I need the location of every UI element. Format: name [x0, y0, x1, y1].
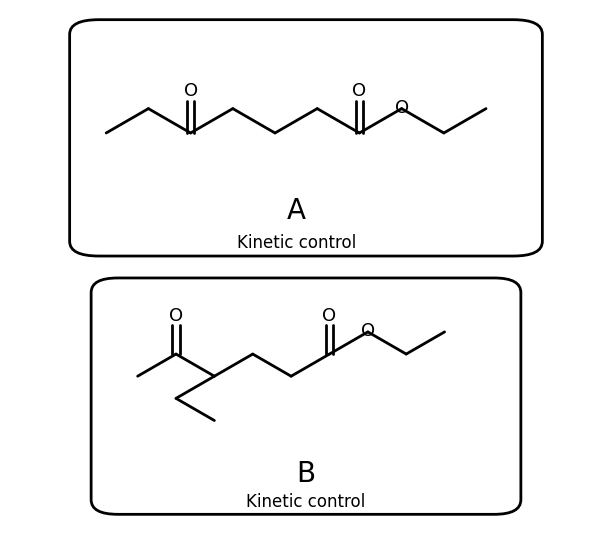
Text: O: O — [169, 307, 183, 325]
Text: O: O — [395, 99, 409, 116]
Text: O: O — [323, 307, 337, 325]
Text: A: A — [287, 197, 306, 225]
Text: B: B — [296, 460, 316, 488]
Text: O: O — [361, 322, 375, 340]
Text: O: O — [184, 82, 198, 99]
Text: Kinetic control: Kinetic control — [247, 493, 365, 512]
Text: O: O — [353, 82, 367, 99]
Text: Kinetic control: Kinetic control — [237, 234, 356, 252]
